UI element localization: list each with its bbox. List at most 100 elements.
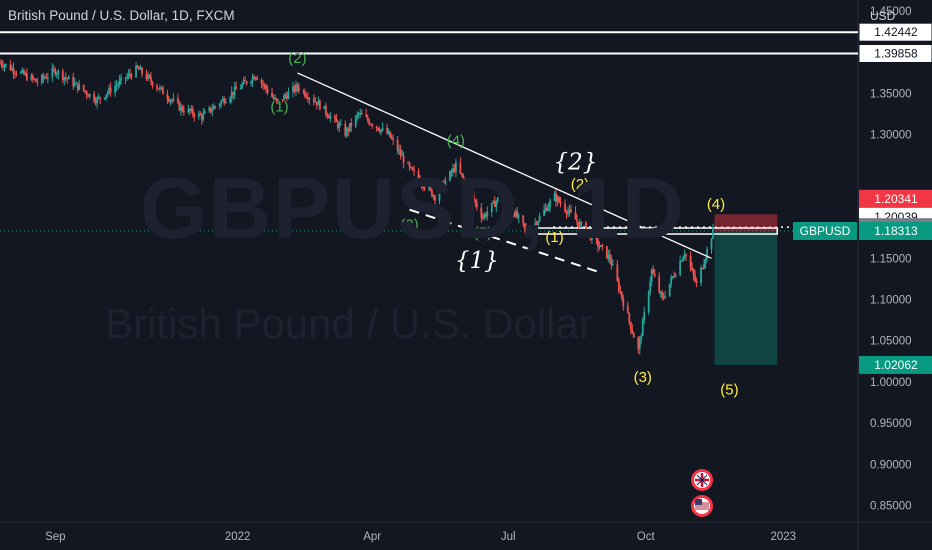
candle-body xyxy=(66,78,69,80)
y-tick-label: 0.85000 xyxy=(870,501,912,513)
candle-body xyxy=(525,227,528,230)
candle-body xyxy=(271,92,273,97)
candle-body xyxy=(127,73,130,77)
candle-body xyxy=(598,246,601,248)
candle-body xyxy=(668,283,671,297)
candle-body xyxy=(52,68,55,70)
candle-body xyxy=(23,70,25,75)
y-tick-label: 1.05000 xyxy=(870,336,912,348)
candle-body xyxy=(366,116,369,121)
candle-body xyxy=(87,94,90,97)
wave-count-label: (2) xyxy=(571,176,589,193)
candle-body xyxy=(106,92,109,95)
candle-body xyxy=(0,62,1,64)
y-tick-label: 1.10000 xyxy=(870,295,912,307)
candle-body xyxy=(212,106,215,110)
candle-body xyxy=(673,276,676,278)
candle-body xyxy=(221,98,224,101)
price-scale-label: 1.02062 xyxy=(874,358,918,372)
us-flag-icon[interactable] xyxy=(691,495,713,517)
candle-body xyxy=(250,81,253,84)
candle-body xyxy=(356,114,359,117)
candle-body xyxy=(150,76,152,82)
candle-body xyxy=(504,196,507,198)
candle-body xyxy=(138,67,140,70)
candle-body xyxy=(410,166,412,168)
candle-body xyxy=(605,246,608,259)
candle-body xyxy=(5,64,7,66)
candle-body xyxy=(441,181,444,185)
wave-count-label: (1) xyxy=(545,229,563,246)
candle-body xyxy=(450,171,453,173)
candle-body xyxy=(2,65,4,68)
candle-body xyxy=(156,85,158,89)
candle-body xyxy=(272,96,275,99)
candle-body xyxy=(371,124,374,127)
candle-body xyxy=(275,98,278,101)
candle-body xyxy=(354,116,357,127)
candle-body xyxy=(253,76,256,80)
candle-body xyxy=(496,197,499,202)
candle-body xyxy=(136,65,139,68)
candle-body xyxy=(538,215,541,222)
candle-body xyxy=(601,245,604,247)
candle-body xyxy=(695,280,698,284)
watermark-symbol: GBPUSD, 1D xyxy=(140,161,686,257)
candle-body xyxy=(308,98,311,100)
time-scale[interactable] xyxy=(0,522,932,550)
candle-body xyxy=(422,185,424,188)
candle-body xyxy=(117,84,119,86)
take-profit-zone[interactable] xyxy=(714,231,778,365)
candle-body xyxy=(214,106,217,108)
candle-body xyxy=(428,186,430,189)
candle-body xyxy=(191,108,194,115)
candle-body xyxy=(387,131,390,134)
candle-body xyxy=(434,195,436,201)
candle-body xyxy=(455,162,457,172)
candle-body xyxy=(120,77,122,81)
candle-body xyxy=(616,264,619,281)
candle-body xyxy=(21,70,24,72)
candle-body xyxy=(347,128,350,131)
candle-body xyxy=(712,227,714,240)
stop-loss-zone[interactable] xyxy=(714,214,778,232)
candle-body xyxy=(626,306,629,314)
candle-body xyxy=(115,85,118,87)
candle-body xyxy=(339,124,342,126)
candle-body xyxy=(547,206,550,211)
uk-flag-icon[interactable] xyxy=(691,469,713,491)
price-scale-label-box xyxy=(859,355,932,374)
candle-body xyxy=(129,73,131,76)
candle-body xyxy=(251,76,254,82)
candle-body xyxy=(710,239,713,250)
candle-body xyxy=(315,101,318,106)
candle-body xyxy=(706,249,708,259)
candle-body xyxy=(465,182,468,189)
candle-body xyxy=(220,100,223,105)
candle-body xyxy=(296,84,299,88)
candle-body xyxy=(244,80,247,82)
candle-body xyxy=(209,107,212,112)
descending-trendline[interactable] xyxy=(297,72,712,259)
candle-body xyxy=(595,233,598,240)
candle-body xyxy=(169,100,172,102)
candle-body xyxy=(662,297,665,299)
candle-body xyxy=(188,108,191,112)
candle-body xyxy=(641,320,644,337)
candle-body xyxy=(523,223,526,228)
watermark-name: British Pound / U.S. Dollar xyxy=(105,300,593,347)
candle-body xyxy=(567,211,569,214)
candle-body xyxy=(88,93,91,97)
candle-body xyxy=(130,75,133,78)
candle-body xyxy=(649,281,652,292)
candle-body xyxy=(179,106,182,111)
candle-body xyxy=(42,75,45,79)
candle-body xyxy=(67,76,70,80)
price-scale[interactable] xyxy=(858,0,932,522)
candle-body xyxy=(181,106,184,111)
candle-body xyxy=(151,81,154,86)
candle-body xyxy=(443,181,445,188)
candle-body xyxy=(378,130,381,132)
candle-body xyxy=(622,298,625,307)
